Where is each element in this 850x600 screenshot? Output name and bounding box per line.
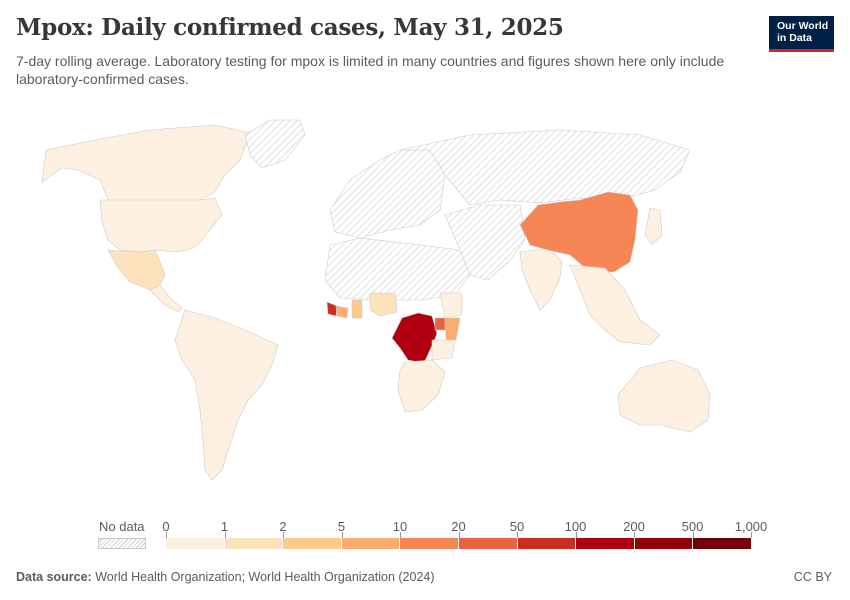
legend-tick-label: 50 xyxy=(509,519,525,534)
region-japan[interactable] xyxy=(644,207,663,246)
legend-tick-mark xyxy=(224,532,226,538)
region-kenya[interactable] xyxy=(444,317,461,341)
legend-tick-mark xyxy=(341,532,343,538)
legend-tick-mark xyxy=(458,532,460,538)
legend-swatch[interactable] xyxy=(693,538,751,549)
legend-tick-label: 0 xyxy=(162,519,170,534)
owid-logo[interactable]: Our World in Data xyxy=(769,16,834,52)
legend-tick-label: 1 xyxy=(220,519,229,534)
legend-tick-label: 2 xyxy=(279,519,287,534)
region-north-africa[interactable] xyxy=(324,237,471,301)
legend-tick-mark xyxy=(575,532,577,538)
legend-tick-mark xyxy=(400,532,401,538)
region-middle-east[interactable] xyxy=(444,204,526,281)
region-uganda[interactable] xyxy=(434,317,446,331)
region-southern-africa[interactable] xyxy=(397,359,446,413)
logo-line-2: in Data xyxy=(777,32,813,44)
region-southeast-asia[interactable] xyxy=(569,264,661,346)
region-liberia[interactable] xyxy=(335,305,349,319)
legend-tick-mark xyxy=(166,532,167,538)
region-sierra-leone[interactable] xyxy=(326,301,338,317)
legend-tick-mark xyxy=(283,532,284,538)
world-map[interactable] xyxy=(0,110,850,510)
legend-tick-mark xyxy=(517,532,518,538)
legend-swatch[interactable] xyxy=(166,538,225,549)
legend-swatch[interactable] xyxy=(283,538,342,549)
region-china[interactable] xyxy=(519,191,639,273)
legend-swatch[interactable] xyxy=(458,538,518,549)
region-india[interactable] xyxy=(519,247,563,311)
region-mexico[interactable] xyxy=(107,249,166,291)
legend-tick-label: 10 xyxy=(392,519,408,534)
region-europe[interactable] xyxy=(329,149,446,239)
region-ethiopia[interactable] xyxy=(439,292,463,319)
legend-tick-label: 200 xyxy=(623,519,645,534)
region-south-america[interactable] xyxy=(174,309,279,481)
legend-swatch[interactable] xyxy=(341,538,401,549)
legend-no-data-label: No data xyxy=(99,519,145,534)
region-greenland[interactable] xyxy=(244,119,306,169)
legend-tick-mark xyxy=(751,532,752,538)
legend-tick-label: 5 xyxy=(337,519,346,534)
license[interactable]: CC BY xyxy=(793,570,832,584)
region-russia[interactable] xyxy=(399,129,691,206)
region-central-america[interactable] xyxy=(149,284,183,313)
legend-tick-mark xyxy=(634,532,635,538)
chart-subtitle: 7-day rolling average. Laboratory testin… xyxy=(16,53,725,87)
region-nigeria[interactable] xyxy=(369,292,398,317)
region-ghana[interactable] xyxy=(351,299,363,319)
region-democratic-republic-of-congo[interactable] xyxy=(391,312,438,364)
data-source-label: Data source: xyxy=(16,570,92,584)
legend-swatch[interactable] xyxy=(400,538,459,549)
region-united-states[interactable] xyxy=(99,197,223,253)
region-north-america[interactable] xyxy=(41,124,251,204)
legend-color-scale xyxy=(166,538,751,549)
logo-line-1: Our World xyxy=(777,20,829,32)
region-australia[interactable] xyxy=(617,359,711,433)
data-source: Data source: World Health Organization; … xyxy=(16,570,435,584)
legend-tick-label: 20 xyxy=(451,519,466,534)
legend-swatch[interactable] xyxy=(517,538,577,549)
legend-tick-label: 100 xyxy=(564,519,587,534)
legend-swatch[interactable] xyxy=(634,538,694,549)
chart-title: Mpox: Daily confirmed cases, May 31, 202… xyxy=(16,14,564,41)
legend-swatch[interactable] xyxy=(224,538,284,549)
legend-tick-label: 500 xyxy=(681,519,704,534)
region-tanzania[interactable] xyxy=(431,339,456,361)
legend-tick-label: 1,000 xyxy=(734,519,768,534)
legend-no-data-swatch xyxy=(98,538,146,549)
legend-tick-mark xyxy=(692,532,694,538)
data-source-text[interactable]: World Health Organization; World Health … xyxy=(95,570,435,584)
legend-swatch[interactable] xyxy=(576,538,635,549)
